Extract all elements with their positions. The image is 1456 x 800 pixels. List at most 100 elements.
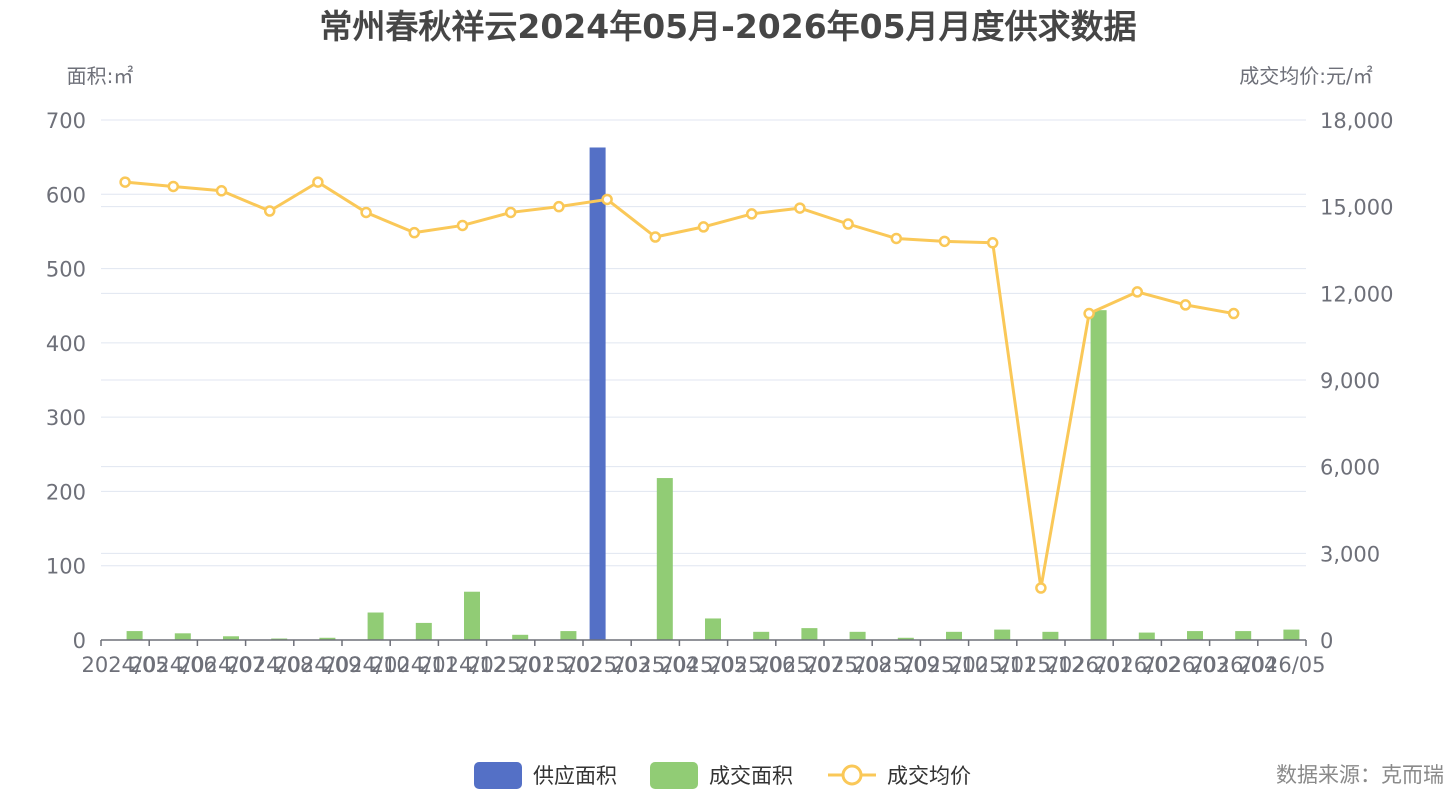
deal-bar xyxy=(512,634,529,640)
price-point xyxy=(794,202,806,214)
deal-bar xyxy=(1235,631,1252,640)
y-right-ticks: 0 3,000 6,000 9,000 12,000 15,000 18,000 xyxy=(1320,109,1393,653)
x-tick-label: 2026/03 xyxy=(1142,653,1229,677)
x-tick-label: 2025/09 xyxy=(853,653,940,677)
deal-bar xyxy=(801,628,818,640)
y-right-tick: 12,000 xyxy=(1320,282,1393,306)
x-tick-label: 2026/05 xyxy=(1238,653,1325,677)
y-left-tick: 100 xyxy=(46,555,86,579)
x-tick-label: 2026/02 xyxy=(1094,653,1181,677)
grid-lines xyxy=(101,119,1306,567)
legend-marker xyxy=(841,764,863,786)
y-left-tick: 600 xyxy=(46,183,86,207)
x-tick-label: 2025/05 xyxy=(660,653,747,677)
y-left-tick: 500 xyxy=(46,258,86,282)
deal-bar xyxy=(1283,629,1300,640)
legend-label: 供应面积 xyxy=(533,764,617,788)
x-tick-label: 2026/04 xyxy=(1190,653,1277,677)
bars xyxy=(126,147,1300,640)
y-right-tick: 0 xyxy=(1320,629,1333,653)
price-point xyxy=(312,176,324,188)
price-point xyxy=(1035,582,1047,594)
y-left-tick: 0 xyxy=(73,629,86,653)
x-tick-label: 2025/04 xyxy=(612,653,699,677)
x-axis: 2024/052024/062024/072024/082024/092024/… xyxy=(81,639,1326,677)
x-tick-label: 2025/01 xyxy=(467,653,554,677)
price-point xyxy=(1131,286,1144,298)
price-point xyxy=(167,180,180,193)
x-tick-label: 2024/11 xyxy=(371,653,458,677)
chart-title: 常州春秋祥云2024年05月-2026年05月月度供求数据 xyxy=(319,7,1136,46)
y-left-tick: 200 xyxy=(46,480,86,504)
y-right-tick: 3,000 xyxy=(1320,542,1380,566)
deal-bar xyxy=(560,631,577,640)
y-right-tick: 15,000 xyxy=(1320,196,1393,220)
deal-bar xyxy=(656,478,673,640)
x-tick-label: 2025/08 xyxy=(804,653,891,677)
price-point xyxy=(360,206,372,219)
deal-bar xyxy=(1187,631,1203,640)
price-point xyxy=(215,185,228,197)
price-point xyxy=(504,206,517,219)
deal-bar xyxy=(174,633,191,640)
legend-swatch xyxy=(650,762,698,789)
y-right-tick: 6,000 xyxy=(1320,456,1380,480)
x-tick-label: 2025/06 xyxy=(708,653,795,677)
price-point xyxy=(1227,307,1240,320)
price-point xyxy=(1179,299,1192,311)
deal-bar xyxy=(415,622,432,640)
x-tick-label: 2024/06 xyxy=(130,653,217,677)
price-point xyxy=(649,231,662,243)
legend-label: 成交面积 xyxy=(709,764,793,788)
deal-bar xyxy=(753,631,770,640)
y-left-tick: 400 xyxy=(46,332,86,356)
x-tick-label: 2024/12 xyxy=(419,653,506,677)
price-point xyxy=(986,237,999,249)
source-note: 数据来源：克而瑞 xyxy=(1276,763,1444,787)
price-point xyxy=(842,218,854,230)
deal-bar xyxy=(464,591,480,640)
supply-bar xyxy=(589,147,606,640)
x-tick-label: 2025/07 xyxy=(756,653,843,677)
price-point xyxy=(697,221,710,233)
price-point xyxy=(263,205,276,217)
x-tick-label: 2025/03 xyxy=(563,653,650,677)
price-point xyxy=(456,219,469,232)
price-point xyxy=(601,193,613,206)
legend-swatch xyxy=(474,762,522,789)
x-tick-label: 2025/10 xyxy=(901,653,988,677)
x-tick-label: 2024/09 xyxy=(274,653,361,677)
deal-bar xyxy=(367,612,384,640)
price-point xyxy=(890,232,903,245)
deal-bar xyxy=(1090,310,1107,640)
y-left-axis-label: 面积:㎡ xyxy=(67,64,134,88)
price-point xyxy=(1083,307,1095,320)
legend-label: 成交均价 xyxy=(887,764,971,788)
x-tick-label: 2025/11 xyxy=(949,653,1036,677)
y-left-tick: 300 xyxy=(46,406,86,430)
x-tick-label: 2024/05 xyxy=(81,653,168,677)
x-tick-label: 2024/08 xyxy=(226,653,313,677)
deal-bar xyxy=(994,629,1011,640)
x-tick-label: 2024/10 xyxy=(322,653,409,677)
price-point xyxy=(408,226,421,239)
price-point xyxy=(938,235,951,248)
x-tick-label: 2024/07 xyxy=(178,653,265,677)
price-line xyxy=(119,176,1240,594)
y-right-tick: 9,000 xyxy=(1320,369,1380,393)
deal-bar xyxy=(946,631,962,640)
deal-bar xyxy=(705,618,721,640)
y-right-tick: 18,000 xyxy=(1320,109,1393,133)
deal-bar xyxy=(849,631,866,640)
price-point xyxy=(553,200,565,213)
legend[interactable]: 供应面积 成交面积 成交均价 xyxy=(474,762,971,789)
deal-bar xyxy=(1042,631,1059,640)
deal-bar xyxy=(319,637,336,640)
y-left-ticks: 0 100 200 300 400 500 600 700 xyxy=(46,109,86,653)
deal-bar xyxy=(126,631,143,640)
deal-bar xyxy=(897,637,914,640)
price-point xyxy=(119,176,131,188)
y-left-tick: 700 xyxy=(46,109,86,133)
x-tick-label: 2025/02 xyxy=(515,653,602,677)
